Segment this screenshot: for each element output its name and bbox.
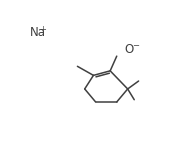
Text: −: −	[132, 41, 139, 50]
Text: O: O	[125, 43, 134, 56]
Text: Na: Na	[30, 26, 46, 39]
Text: +: +	[39, 25, 46, 34]
